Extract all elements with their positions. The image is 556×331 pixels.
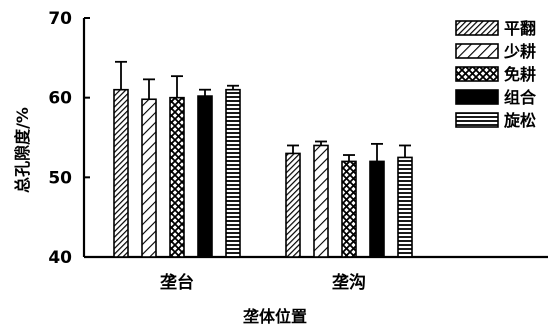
legend-label: 免耕 — [504, 65, 536, 84]
y-axis-title: 总孔隙度/% — [13, 107, 32, 193]
bar-旋松 — [397, 156, 413, 258]
legend-swatch — [455, 20, 499, 36]
x-category-label: 垄台 — [160, 272, 194, 293]
bar-组合 — [369, 160, 385, 258]
bar-旋松 — [225, 88, 241, 258]
bar-少耕 — [313, 144, 329, 258]
legend-swatch — [455, 43, 499, 59]
y-tick-label: 70 — [48, 9, 72, 29]
legend-swatch — [455, 66, 499, 82]
y-axis: 40 50 60 70 — [48, 9, 90, 268]
x-axis-title: 垄体位置 — [243, 307, 307, 326]
bar-平翻 — [113, 88, 129, 258]
bar-免耕 — [341, 160, 357, 258]
legend-swatch — [455, 89, 499, 105]
bars-group — [113, 60, 413, 258]
legend-label: 平翻 — [504, 19, 536, 38]
bar-组合 — [197, 95, 213, 258]
bar-免耕 — [169, 96, 185, 258]
y-tick-label: 40 — [48, 248, 72, 268]
x-category-label: 垄沟 — [332, 272, 366, 293]
bar-少耕 — [141, 98, 157, 258]
y-tick-label: 50 — [48, 168, 72, 188]
legend-label: 组合 — [504, 88, 537, 107]
legend-label: 旋松 — [503, 111, 536, 130]
bar-平翻 — [285, 152, 301, 258]
legend-label: 少耕 — [503, 42, 536, 61]
legend-swatch — [455, 112, 499, 128]
y-tick-label: 60 — [48, 89, 72, 109]
